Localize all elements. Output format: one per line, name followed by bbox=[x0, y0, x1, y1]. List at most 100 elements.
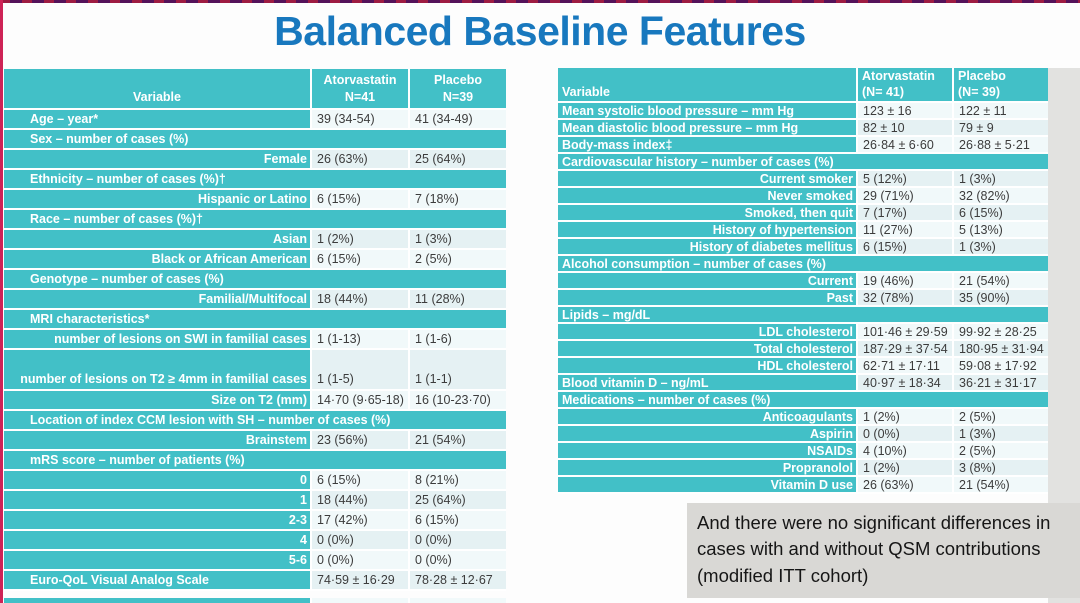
table-row: Body-mass index‡ 26·84 ± 6·60 26·88 ± 5·21 bbox=[558, 137, 1048, 154]
value-placebo: 1 (3%) bbox=[408, 230, 506, 248]
top-border-line bbox=[0, 0, 1080, 3]
value-atorvastatin: 18 (44%) bbox=[310, 491, 408, 509]
value-placebo: 5 (13%) bbox=[952, 222, 1048, 237]
caption-line-1: And there were no significant difference… bbox=[697, 512, 1051, 533]
value-atorvastatin: 1 (1-13) bbox=[310, 330, 408, 348]
row-label: Aspirin bbox=[558, 426, 856, 441]
row-label bbox=[4, 598, 310, 603]
value-atorvastatin: 23 (56%) bbox=[310, 431, 408, 449]
value-atorvastatin: 74·59 ± 16·29 bbox=[310, 571, 408, 589]
category-row: Ethnicity – number of cases (%)† bbox=[4, 170, 506, 190]
caption-box: And there were no significant difference… bbox=[687, 503, 1080, 598]
value-placebo: 21 (54%) bbox=[408, 431, 506, 449]
table-row: Hispanic or Latino 6 (15%) 7 (18%) bbox=[4, 190, 506, 210]
header-label-variable: Variable bbox=[562, 85, 610, 100]
value-atorvastatin: 0 (0%) bbox=[310, 551, 408, 569]
category-label: Race – number of cases (%)† bbox=[30, 212, 203, 226]
value-atorvastatin: 1 (1-5) bbox=[310, 350, 408, 389]
row-label: Total cholesterol bbox=[558, 341, 856, 356]
table-row: 2-3 17 (42%) 6 (15%) bbox=[4, 511, 506, 531]
value-atorvastatin: 82 ± 10 bbox=[856, 120, 952, 135]
row-label: 2-3 bbox=[4, 511, 310, 529]
header-cell-placebo: Placebo N=39 bbox=[408, 69, 506, 108]
header-label-placebo-n: (N= 39) bbox=[958, 85, 1001, 100]
category-label: Cardiovascular history – number of cases… bbox=[562, 154, 834, 169]
table-row: Aspirin 0 (0%) 1 (3%) bbox=[558, 426, 1048, 443]
value-placebo: 35 (90%) bbox=[952, 290, 1048, 305]
header-cell-placebo: Placebo (N= 39) bbox=[952, 68, 1048, 103]
category-label: Alcohol consumption – number of cases (%… bbox=[562, 256, 826, 271]
table-row: number of lesions on T2 ≥ 4mm in familia… bbox=[4, 350, 506, 391]
row-label: Brainstem bbox=[4, 431, 310, 449]
header-cell-variable: Variable bbox=[4, 69, 310, 108]
value-atorvastatin: 101·46 ± 29·59 bbox=[856, 324, 952, 339]
value-atorvastatin: 6 (15%) bbox=[310, 190, 408, 208]
value-placebo: 3 (8%) bbox=[952, 460, 1048, 475]
row-label: 1 bbox=[4, 491, 310, 509]
value-placebo: 78·28 ± 12·67 bbox=[408, 571, 506, 589]
value-atorvastatin: 17 (42%) bbox=[310, 511, 408, 529]
table-row: Size on T2 (mm) 14·70 (9·65-18) 16 (10-23·… bbox=[4, 391, 506, 411]
value-placebo: 1 (1-1) bbox=[408, 350, 506, 389]
table-row: Current 19 (46%) 21 (54%) bbox=[558, 273, 1048, 290]
value-placebo: 1 (3%) bbox=[952, 171, 1048, 186]
value-atorvastatin: 32 (78%) bbox=[856, 290, 952, 305]
value-atorvastatin: 1 (2%) bbox=[310, 230, 408, 248]
value-atorvastatin: 1 (2%) bbox=[856, 460, 952, 475]
value-placebo: 1 (3%) bbox=[952, 426, 1048, 441]
row-label: Current smoker bbox=[558, 171, 856, 186]
category-row: Medications – number of cases (%) bbox=[558, 392, 1048, 409]
value-atorvastatin: 29 (71%) bbox=[856, 188, 952, 203]
value-atorvastatin: 0 (0%) bbox=[310, 531, 408, 549]
table-row: 5-6 0 (0%) 0 (0%) bbox=[4, 551, 506, 571]
table-row bbox=[4, 598, 506, 603]
value-atorvastatin: 123 ± 16 bbox=[856, 103, 952, 118]
table-row: Mean systolic blood pressure – mm Hg 123 … bbox=[558, 103, 1048, 120]
value-atorvastatin: 19 (46%) bbox=[856, 273, 952, 288]
value-atorvastatin: 18 (44%) bbox=[310, 290, 408, 308]
value-placebo: 99·92 ± 28·25 bbox=[952, 324, 1048, 339]
right-table-header: Variable Atorvastatin (N= 41) Placebo (N… bbox=[558, 68, 1048, 103]
value-atorvastatin: 39 (34-54) bbox=[310, 110, 408, 128]
value-placebo: 11 (28%) bbox=[408, 290, 506, 308]
row-label: Past bbox=[558, 290, 856, 305]
row-label: 5-6 bbox=[4, 551, 310, 569]
row-label: Anticoagulants bbox=[558, 409, 856, 424]
table-row: NSAIDs 4 (10%) 2 (5%) bbox=[558, 443, 1048, 460]
header-cell-variable: Variable bbox=[558, 68, 856, 103]
caption-line-3: (modified ITT cohort) bbox=[697, 564, 869, 586]
category-row: Sex – number of cases (%) bbox=[4, 130, 506, 150]
left-table-header: Variable Atorvastatin N=41 Placebo N=39 bbox=[4, 69, 506, 110]
row-label: NSAIDs bbox=[558, 443, 856, 458]
table-row: Brainstem 23 (56%) 21 (54%) bbox=[4, 431, 506, 451]
value-placebo: 7 (18%) bbox=[408, 190, 506, 208]
value-atorvastatin: 6 (15%) bbox=[310, 471, 408, 489]
row-label: number of lesions on SWI in familial cas… bbox=[4, 330, 310, 348]
value-atorvastatin: 62·71 ± 17·11 bbox=[856, 358, 952, 373]
category-row: mRS score – number of patients (%) bbox=[4, 451, 506, 471]
table-row: Anticoagulants 1 (2%) 2 (5%) bbox=[558, 409, 1048, 426]
row-label: Never smoked bbox=[558, 188, 856, 203]
right-table-body: Mean systolic blood pressure – mm Hg 123 … bbox=[558, 103, 1048, 494]
table-row: Mean diastolic blood pressure – mm Hg 82 … bbox=[558, 120, 1048, 137]
row-label: Euro-QoL Visual Analog Scale bbox=[4, 571, 310, 589]
value-placebo: 26·88 ± 5·21 bbox=[952, 137, 1048, 152]
category-row: Genotype – number of cases (%) bbox=[4, 270, 506, 290]
value-atorvastatin: 0 (0%) bbox=[856, 426, 952, 441]
category-row: Cardiovascular history – number of cases… bbox=[558, 154, 1048, 171]
table-row: Propranolol 1 (2%) 3 (8%) bbox=[558, 460, 1048, 477]
table-row: History of hypertension 11 (27%) 5 (13%) bbox=[558, 222, 1048, 239]
value-atorvastatin: 6 (15%) bbox=[310, 250, 408, 268]
header-cell-atorvastatin: Atorvastatin N=41 bbox=[310, 69, 408, 108]
row-label: Age – year* bbox=[4, 110, 310, 128]
table-row: Current smoker 5 (12%) 1 (3%) bbox=[558, 171, 1048, 188]
value-placebo: 25 (64%) bbox=[408, 491, 506, 509]
value-placebo: 21 (54%) bbox=[952, 477, 1048, 492]
row-label: Asian bbox=[4, 230, 310, 248]
table-row: Female 26 (63%) 25 (64%) bbox=[4, 150, 506, 170]
header-label-placebo: Placebo bbox=[958, 69, 1006, 83]
table-row: Age – year* 39 (34-54) 41 (34-49) bbox=[4, 110, 506, 130]
value-placebo: 122 ± 11 bbox=[952, 103, 1048, 118]
value-atorvastatin: 5 (12%) bbox=[856, 171, 952, 186]
